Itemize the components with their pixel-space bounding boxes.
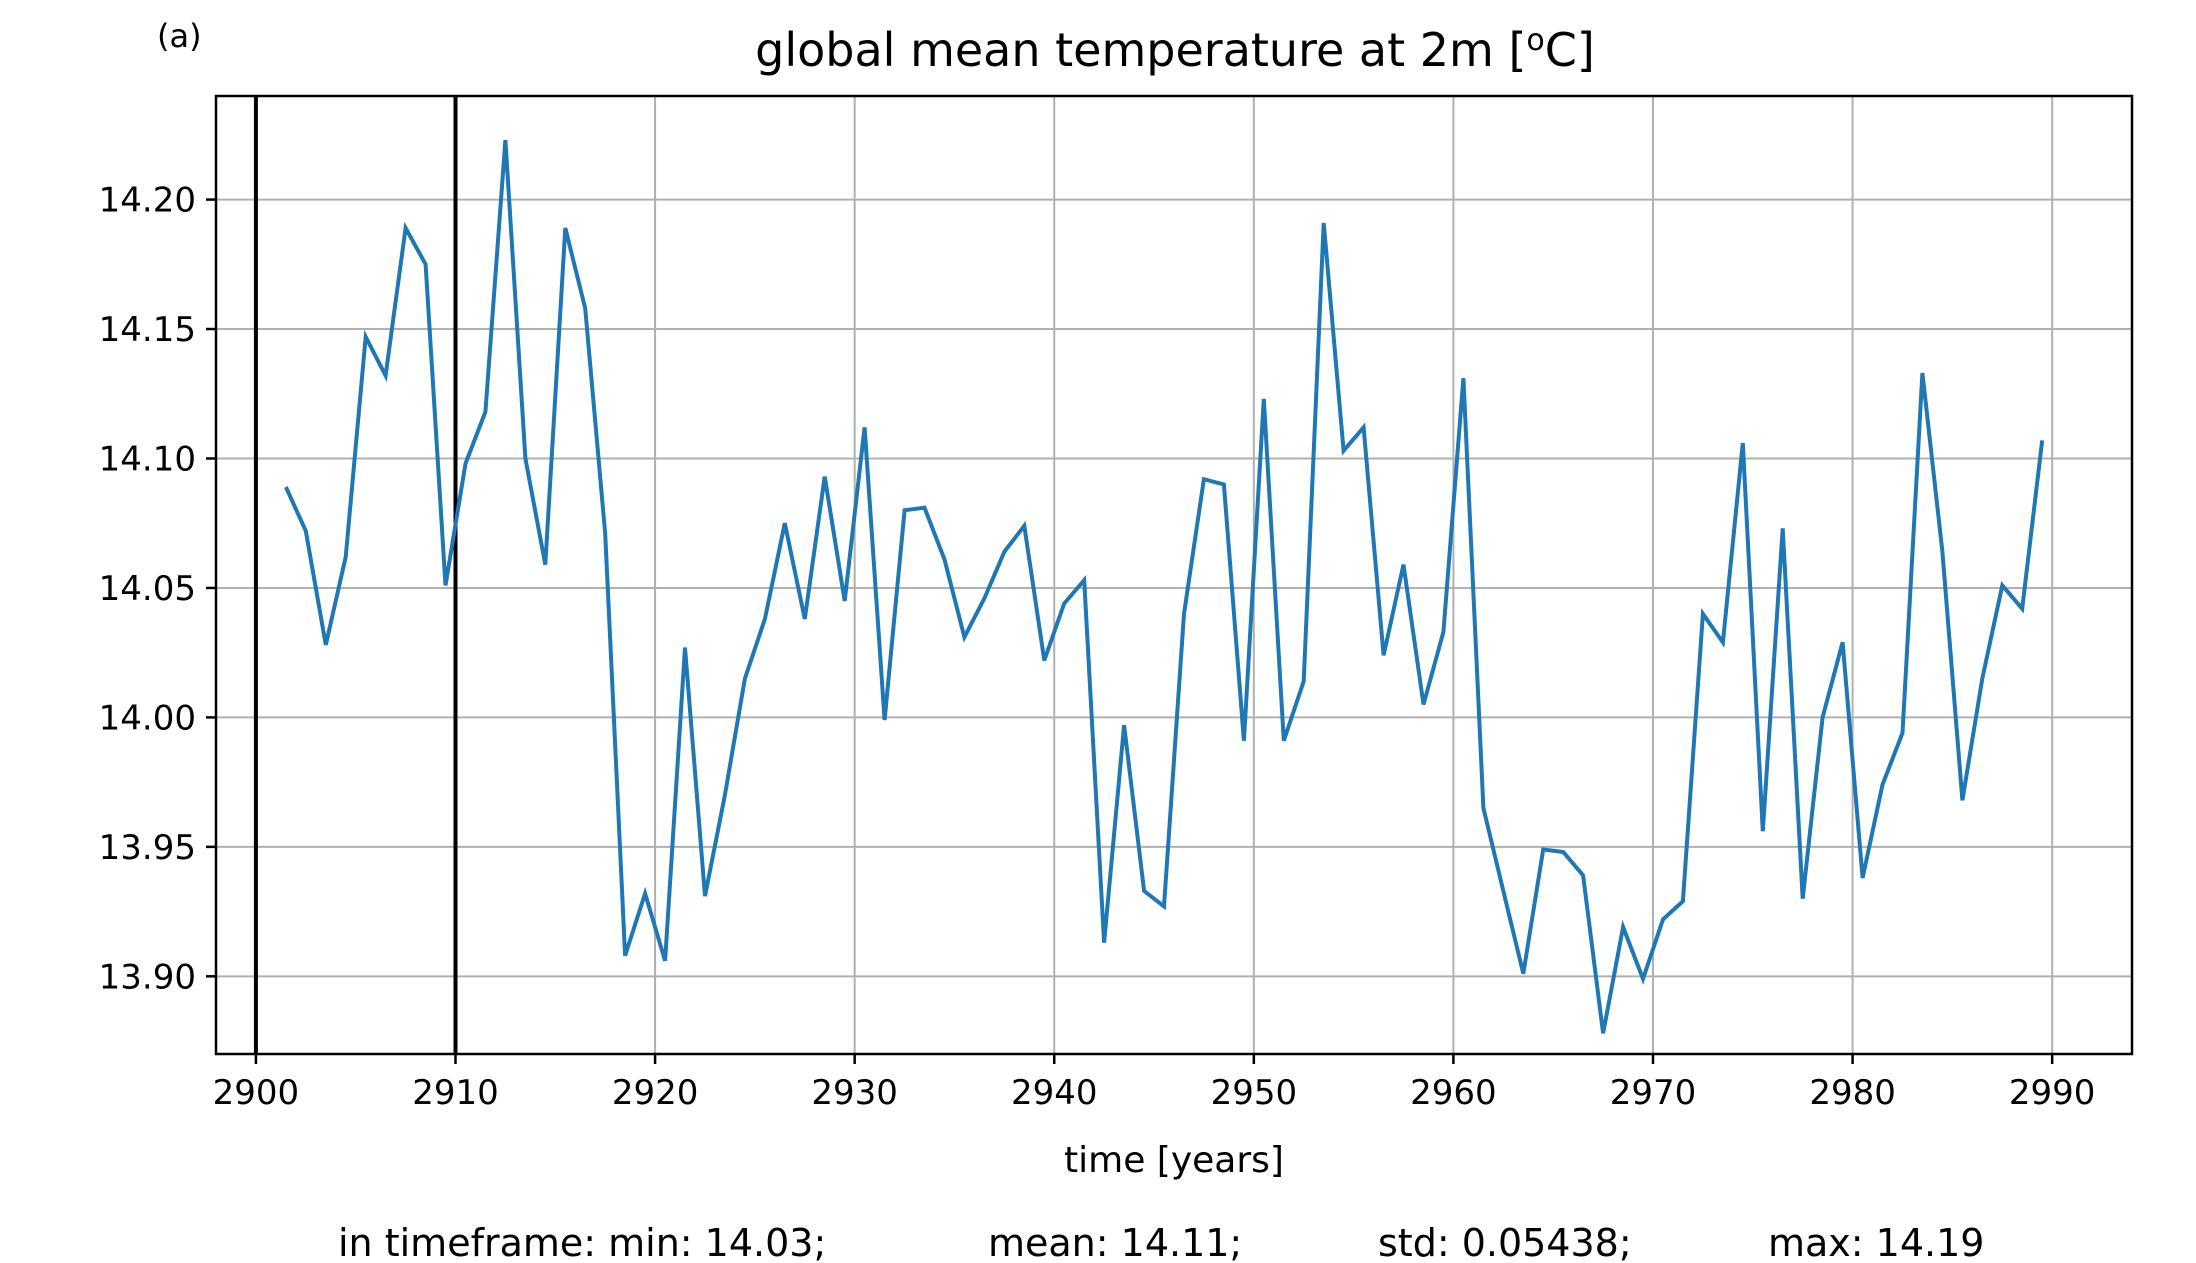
y-tick-label: 13.95 xyxy=(99,828,196,868)
title-main: global mean temperature at 2m [ xyxy=(755,23,1526,77)
x-tick-label: 2910 xyxy=(412,1073,499,1113)
x-tick-label: 2900 xyxy=(213,1073,300,1113)
stats-row: in timeframe: min: 14.03; mean: 14.11; s… xyxy=(338,1221,1984,1263)
title-superscript: o xyxy=(1526,23,1544,58)
x-tick-label: 2980 xyxy=(1809,1073,1896,1113)
plot-frame xyxy=(214,94,2134,1056)
y-tick-label: 14.10 xyxy=(99,439,196,479)
stat-mean: mean: 14.11; xyxy=(988,1221,1242,1263)
stat-std: std: 0.05438; xyxy=(1378,1221,1632,1263)
y-tick-label: 14.00 xyxy=(99,698,196,738)
series-layer xyxy=(284,139,2045,1034)
y-tick-label: 13.90 xyxy=(99,957,196,997)
x-tick-label: 2920 xyxy=(612,1073,699,1113)
vertical-marker-lines xyxy=(253,96,458,1054)
stat-max: max: 14.19 xyxy=(1768,1221,1984,1263)
grid-lines xyxy=(216,96,2132,1054)
title-end: C] xyxy=(1545,23,1595,77)
y-tick-label: 14.20 xyxy=(99,181,196,221)
chart-title: global mean temperature at 2m [oC] xyxy=(755,23,1595,77)
stat-min: in timeframe: min: 14.03; xyxy=(338,1221,826,1263)
x-tick-label: 2970 xyxy=(1610,1073,1697,1113)
panel-label: (a) xyxy=(157,17,202,55)
x-ticks: 2900 2910 2920 2930 2940 2950 2960 2970 2980 2990 xyxy=(213,1054,2096,1113)
x-tick-label: 2930 xyxy=(811,1073,898,1113)
x-axis-label: time [years] xyxy=(1064,1140,1284,1181)
x-tick-label: 2940 xyxy=(1011,1073,1098,1113)
y-tick-label: 14.05 xyxy=(99,569,196,609)
y-ticks: 13.90 13.95 14.00 14.05 14.10 14.15 14.20 xyxy=(99,181,216,997)
x-tick-label: 2990 xyxy=(2009,1073,2096,1113)
y-tick-label: 14.15 xyxy=(99,310,196,350)
series-line xyxy=(284,139,2045,1034)
x-tick-label: 2960 xyxy=(1410,1073,1497,1113)
x-tick-label: 2950 xyxy=(1211,1073,1298,1113)
